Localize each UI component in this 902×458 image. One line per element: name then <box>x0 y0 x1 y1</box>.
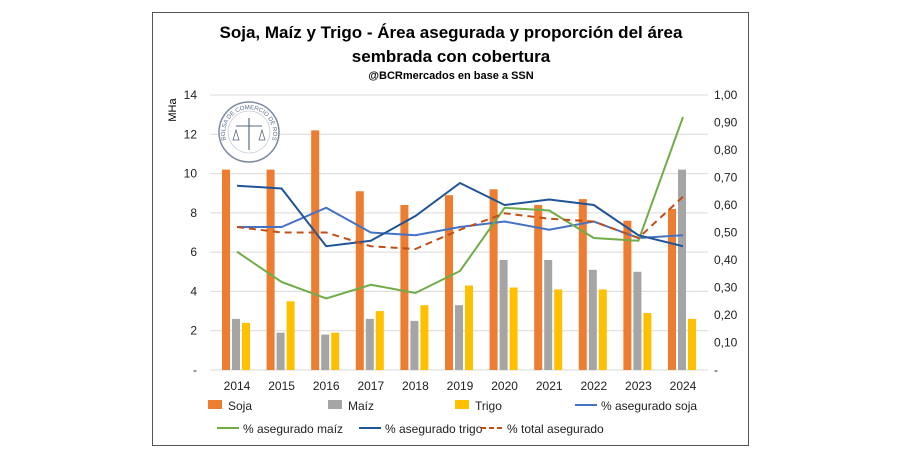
x-tick-label: 2016 <box>313 379 340 393</box>
bar-maíz <box>633 271 642 370</box>
bar-soja <box>668 208 676 370</box>
y-tick-label: 12 <box>184 127 198 141</box>
bar-trigo <box>688 318 696 370</box>
x-tick-label: 2021 <box>536 379 563 393</box>
chart-frame <box>152 12 749 446</box>
line-series <box>236 181 684 248</box>
y-tick-label: - <box>193 363 197 377</box>
legend-swatch <box>455 400 469 409</box>
legend-label: Maíz <box>348 399 374 413</box>
y2-tick-label: 0,60 <box>714 198 738 212</box>
y-tick-label: 10 <box>184 167 198 181</box>
bar-trigo <box>509 287 518 370</box>
bar-trigo <box>420 305 429 370</box>
x-tick-label: 2017 <box>357 379 384 393</box>
y2-tick-label: 0,70 <box>714 171 738 185</box>
legend-label: % asegurado trigo <box>385 422 483 436</box>
chart-subtitle: @BCRmercados en base a SSN <box>368 70 533 82</box>
bar-maíz <box>365 318 374 370</box>
bar-maíz <box>232 318 240 370</box>
y-tick-label: 2 <box>190 324 197 338</box>
bar-trigo <box>242 322 250 370</box>
bar-trigo <box>331 332 340 370</box>
y2-tick-label: 0,10 <box>714 336 738 350</box>
bar-trigo <box>598 289 607 370</box>
bar-trigo <box>554 289 563 370</box>
bar-soja <box>222 169 230 370</box>
y2-tick-label: 0,50 <box>714 226 738 240</box>
x-tick-label: 2019 <box>447 379 474 393</box>
bar-soja <box>445 195 453 370</box>
legend-label: Trigo <box>475 399 502 413</box>
x-tick-label: 2018 <box>402 379 429 393</box>
bar-soja <box>534 205 543 370</box>
y2-tick-label: 0,90 <box>714 116 738 130</box>
line-series <box>237 206 684 240</box>
bar-maíz <box>455 305 463 370</box>
line-series <box>236 196 684 251</box>
legend-label: Soja <box>228 399 252 413</box>
line-series <box>236 116 684 300</box>
bar-maíz <box>544 260 553 370</box>
legend-swatch <box>328 400 342 409</box>
legend-swatch <box>208 400 222 409</box>
y-tick-label: 14 <box>184 88 198 102</box>
y-tick-label: 6 <box>190 245 197 259</box>
bar-soja <box>266 169 275 370</box>
bar-maíz <box>678 169 686 370</box>
bar-soja <box>400 205 409 370</box>
y2-tick-label: - <box>714 363 718 377</box>
y-axis-label: MHa <box>167 98 179 122</box>
y2-tick-label: 0,40 <box>714 253 738 267</box>
bar-soja <box>623 220 632 370</box>
bar-maíz <box>276 332 285 370</box>
bar-maíz <box>499 260 508 370</box>
bar-maíz <box>410 320 419 370</box>
x-tick-label: 2015 <box>268 379 295 393</box>
x-tick-label: 2024 <box>670 379 697 393</box>
bar-soja <box>311 130 320 370</box>
legend-label: % asegurado maíz <box>243 422 343 436</box>
y2-tick-label: 0,80 <box>714 143 738 157</box>
legend-label: % total asegurado <box>507 422 604 436</box>
x-tick-label: 2014 <box>224 379 251 393</box>
x-tick-label: 2023 <box>625 379 652 393</box>
y2-tick-label: 0,20 <box>714 308 738 322</box>
bar-maíz <box>321 334 330 370</box>
chart-title-line1: Soja, Maíz y Trigo - Área asegurada y pr… <box>220 23 683 42</box>
y2-tick-label: 1,00 <box>714 88 738 102</box>
y-tick-label: 4 <box>190 284 197 298</box>
bar-soja <box>578 199 587 370</box>
bar-maíz <box>588 269 597 370</box>
y-tick-label: 8 <box>190 206 197 220</box>
bar-trigo <box>286 301 295 370</box>
bar-trigo <box>375 311 384 370</box>
bar-trigo <box>465 285 473 370</box>
x-tick-label: 2020 <box>491 379 518 393</box>
chart-title-line2: sembrada con cobertura <box>352 47 551 66</box>
bar-trigo <box>643 313 652 370</box>
bar-soja <box>489 189 498 370</box>
bar-soja <box>355 191 364 370</box>
y2-tick-label: 0,30 <box>714 281 738 295</box>
legend-label: % asegurado soja <box>601 399 697 413</box>
x-tick-label: 2022 <box>580 379 607 393</box>
